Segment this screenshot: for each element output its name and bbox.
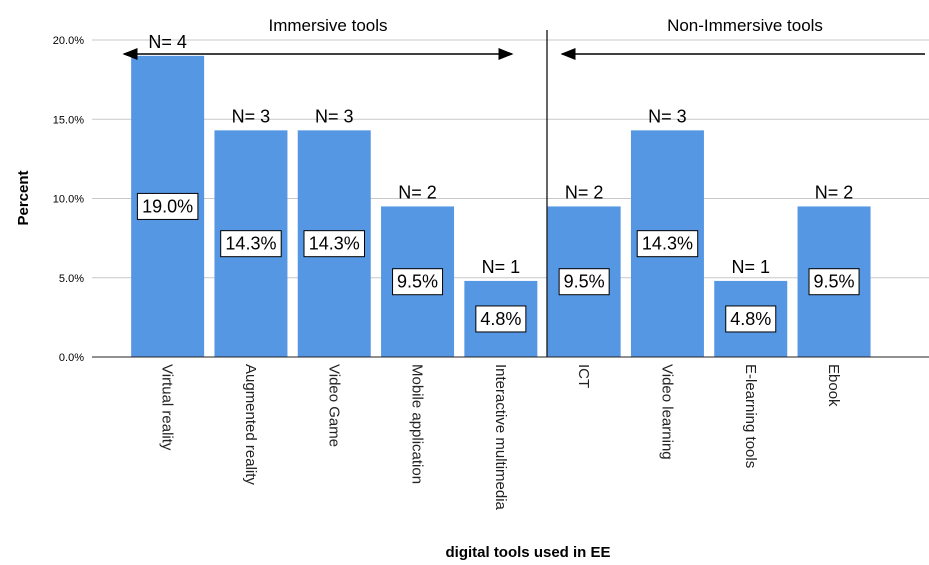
n-label: N= 3 — [232, 106, 271, 126]
value-label: 4.8% — [730, 309, 771, 329]
category-label: Mobile application — [409, 364, 426, 484]
category-label: Virtual reality — [159, 364, 176, 451]
y-tick-label: 10.0% — [53, 194, 84, 206]
n-label: N= 2 — [815, 182, 854, 202]
y-tick-label: 0.0% — [59, 352, 84, 364]
value-label: 9.5% — [564, 272, 605, 292]
n-label: N= 3 — [315, 106, 354, 126]
group-label-immersive: Immersive tools — [268, 16, 387, 35]
value-label-box — [475, 305, 527, 333]
n-label: N= 1 — [482, 257, 521, 277]
value-label-box — [392, 268, 444, 296]
category-label: E-learning tools — [742, 364, 759, 468]
y-axis-title: Percent — [15, 170, 32, 225]
category-label: Video Game — [325, 364, 342, 447]
value-label-box — [558, 268, 610, 296]
value-label-box — [136, 192, 199, 220]
x-axis-title: digital tools used in EE — [445, 544, 610, 561]
value-label: 9.5% — [397, 272, 438, 292]
y-tick-labels: 0.0% 5.0% 10.0% 15.0% 20.0% — [53, 35, 84, 364]
n-label: N= 2 — [398, 182, 437, 202]
value-label-box — [303, 230, 365, 258]
category-label: Interactive multimedia — [492, 364, 509, 511]
group-annotations: Immersive tools Non-Immersive tools — [122, 16, 925, 357]
y-tick-label: 20.0% — [53, 35, 84, 47]
value-label-box — [636, 230, 699, 258]
n-label: N= 1 — [731, 257, 770, 277]
y-tick-label: 5.0% — [59, 273, 84, 285]
y-tick-label: 15.0% — [53, 114, 84, 126]
category-label: ICT — [575, 364, 592, 388]
value-label-box — [220, 230, 282, 258]
value-label: 19.0% — [142, 196, 193, 216]
value-label: 9.5% — [814, 272, 855, 292]
value-label-box — [808, 268, 860, 296]
category-labels: Virtual reality Augmented reality Video Ga… — [159, 364, 842, 511]
group-label-non-immersive: Non-Immersive tools — [667, 16, 823, 35]
n-label: N= 3 — [648, 106, 687, 126]
n-label: N= 4 — [148, 32, 187, 52]
value-label: 14.3% — [225, 234, 276, 254]
category-label: Ebook — [825, 364, 842, 407]
value-label: 14.3% — [309, 234, 360, 254]
value-labels: 19.0% 14.3% 14.3% 9.5% 4.8% 9.5% 14.3% 4.8% 9.5% — [136, 192, 860, 333]
value-label-box — [725, 305, 777, 333]
category-label: Video learning — [658, 364, 675, 460]
n-label: N= 2 — [565, 182, 604, 202]
value-label: 14.3% — [642, 234, 693, 254]
value-label: 4.8% — [480, 309, 521, 329]
category-label: Augmented reality — [242, 364, 259, 485]
n-labels: N= 4 N= 3 N= 3 N= 2 N= 1 N= 2 N= 3 N= 1 N= 2 — [148, 32, 853, 277]
